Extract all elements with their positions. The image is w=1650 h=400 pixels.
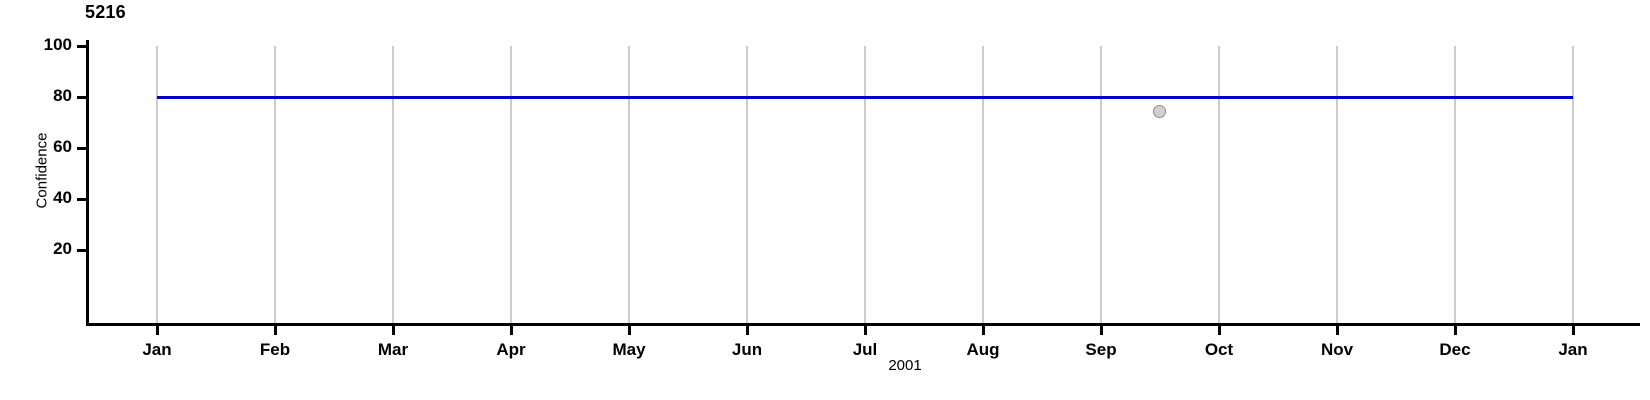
gridline-vertical <box>1336 46 1338 323</box>
x-axis-tick-label: Apr <box>496 340 526 359</box>
x-axis-tick-mark <box>864 326 867 335</box>
series-line-segment <box>275 96 393 99</box>
x-axis-title: 2001 <box>888 357 922 374</box>
y-axis-tick-mark <box>77 45 86 48</box>
y-axis-tick-label: 80 <box>53 86 72 105</box>
gridline-vertical <box>864 46 866 323</box>
gridline-vertical <box>982 46 984 323</box>
x-axis-tick-label: Nov <box>1320 340 1354 359</box>
series-line-segment <box>983 96 1101 99</box>
series-line-segment <box>157 96 275 99</box>
y-axis-tick-mark <box>77 147 86 150</box>
gridline-vertical <box>392 46 394 323</box>
x-axis-tick-label: Jan <box>142 340 172 359</box>
data-point-marker[interactable] <box>1153 105 1166 119</box>
series-line-segment <box>1101 96 1219 99</box>
y-axis-tick-mark <box>77 198 86 201</box>
x-axis-tick-mark <box>628 326 631 335</box>
series-line-segment <box>1455 96 1573 99</box>
gridline-vertical <box>1572 46 1574 323</box>
x-axis-tick-mark <box>746 326 749 335</box>
series-line-segment <box>511 96 629 99</box>
x-axis-tick-mark <box>1454 326 1457 335</box>
series-line-segment <box>629 96 747 99</box>
x-axis-tick-label: Mar <box>377 340 409 359</box>
gridline-vertical <box>274 46 276 323</box>
y-axis-tick-mark <box>77 96 86 99</box>
y-axis-spine <box>86 40 89 326</box>
x-axis-tick-mark <box>1100 326 1103 335</box>
x-axis-tick-label: Jan <box>1558 340 1588 359</box>
x-axis-tick-mark <box>1336 326 1339 335</box>
y-axis-tick-label: 40 <box>53 188 72 207</box>
x-axis-tick-mark <box>510 326 513 335</box>
x-axis-tick-label: Aug <box>966 340 1000 359</box>
x-axis-tick-mark <box>982 326 985 335</box>
x-axis-tick-label: Oct <box>1204 340 1234 359</box>
series-line-segment <box>1337 96 1455 99</box>
gridline-vertical <box>628 46 630 323</box>
x-axis-tick-label: Jun <box>731 340 763 359</box>
x-axis-tick-label: Jul <box>852 340 878 359</box>
x-axis-tick-label: May <box>612 340 646 359</box>
x-axis-tick-mark <box>156 326 159 335</box>
gridline-vertical <box>510 46 512 323</box>
y-axis-tick-label: 100 <box>43 35 72 54</box>
x-axis-tick-label: Dec <box>1439 340 1471 359</box>
series-line-segment <box>865 96 983 99</box>
x-axis-tick-label: Feb <box>259 340 291 359</box>
x-axis-tick-mark <box>1218 326 1221 335</box>
y-axis-tick-mark <box>77 249 86 252</box>
series-line-segment <box>393 96 511 99</box>
x-axis-tick-mark <box>274 326 277 335</box>
x-axis-spine <box>86 323 1640 326</box>
gridline-vertical <box>746 46 748 323</box>
y-axis-tick-label: 20 <box>53 239 72 258</box>
gridline-vertical <box>1100 46 1102 323</box>
series-line-segment <box>747 96 865 99</box>
gridline-vertical <box>1454 46 1456 323</box>
series-line-segment <box>1219 96 1337 99</box>
x-axis-tick-mark <box>392 326 395 335</box>
x-axis-tick-label: Sep <box>1085 340 1117 359</box>
x-axis-tick-mark <box>1572 326 1575 335</box>
gridline-vertical <box>1218 46 1220 323</box>
gridline-vertical <box>156 46 158 323</box>
y-axis-tick-label: 60 <box>53 137 72 156</box>
y-axis-title: Confidence <box>33 132 51 209</box>
chart-title: 5216 <box>85 2 126 22</box>
